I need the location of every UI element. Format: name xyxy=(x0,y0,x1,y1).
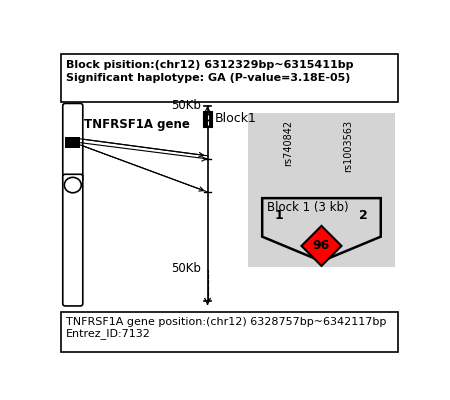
Text: 1: 1 xyxy=(275,208,284,222)
Ellipse shape xyxy=(64,177,81,193)
FancyBboxPatch shape xyxy=(63,104,83,181)
Text: 50Kb: 50Kb xyxy=(171,99,201,112)
Text: TNFRSF1A gene position:(chr12) 6328757bp~6342117bp: TNFRSF1A gene position:(chr12) 6328757bp… xyxy=(66,317,386,327)
Text: Block 1 (3 kb): Block 1 (3 kb) xyxy=(267,201,348,214)
FancyBboxPatch shape xyxy=(63,174,83,306)
Polygon shape xyxy=(262,198,381,261)
Text: 2: 2 xyxy=(360,208,368,222)
Text: Block pisition:(chr12) 6312329bp~6315411bp: Block pisition:(chr12) 6312329bp~6315411… xyxy=(66,60,353,70)
Polygon shape xyxy=(302,226,342,266)
Text: rs1003563: rs1003563 xyxy=(343,120,353,172)
Text: 50Kb: 50Kb xyxy=(171,262,201,275)
Text: rs740842: rs740842 xyxy=(284,120,293,166)
Text: 96: 96 xyxy=(313,239,330,252)
Bar xyxy=(203,111,212,126)
Bar xyxy=(248,114,395,268)
Text: Entrez_ID:7132: Entrez_ID:7132 xyxy=(66,328,151,339)
Text: Block1: Block1 xyxy=(215,112,257,125)
Bar xyxy=(65,137,81,148)
Text: Significant haplotype: GA (P-value=3.18E-05): Significant haplotype: GA (P-value=3.18E… xyxy=(66,73,350,83)
Text: TNFRSF1A gene: TNFRSF1A gene xyxy=(84,118,189,131)
Bar xyxy=(61,312,399,352)
Bar xyxy=(61,54,399,102)
